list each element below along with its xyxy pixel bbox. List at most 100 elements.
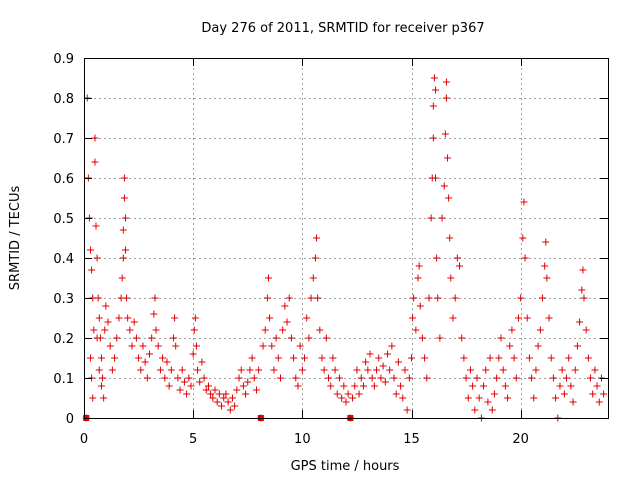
data-point bbox=[534, 342, 542, 350]
data-point bbox=[473, 374, 481, 382]
data-point bbox=[252, 386, 260, 394]
data-point bbox=[508, 326, 516, 334]
data-point bbox=[215, 390, 223, 398]
data-point bbox=[409, 314, 417, 322]
data-point bbox=[311, 254, 319, 262]
data-point bbox=[512, 374, 520, 382]
data-point bbox=[263, 294, 271, 302]
data-point bbox=[471, 406, 479, 414]
data-point bbox=[490, 390, 498, 398]
y-axis-label: SRMTID / TECUs bbox=[8, 186, 23, 291]
data-point bbox=[460, 354, 468, 362]
data-point bbox=[93, 254, 101, 262]
data-point bbox=[430, 74, 438, 82]
data-point bbox=[351, 382, 359, 390]
data-point bbox=[383, 350, 391, 358]
data-point bbox=[549, 374, 557, 382]
data-point bbox=[287, 334, 295, 342]
data-point bbox=[565, 354, 573, 362]
data-point bbox=[94, 294, 102, 302]
data-point bbox=[416, 302, 424, 310]
data-point bbox=[113, 334, 121, 342]
data-point bbox=[578, 286, 586, 294]
grid-lines bbox=[84, 58, 608, 418]
data-point bbox=[442, 78, 450, 86]
data-point bbox=[521, 254, 529, 262]
data-point bbox=[484, 398, 492, 406]
data-point bbox=[121, 246, 129, 254]
data-point bbox=[303, 314, 311, 322]
data-point bbox=[525, 354, 533, 362]
data-point bbox=[119, 254, 127, 262]
data-point bbox=[154, 342, 162, 350]
data-point bbox=[421, 354, 429, 362]
data-point bbox=[493, 374, 501, 382]
data-point bbox=[121, 214, 129, 222]
data-point bbox=[582, 326, 590, 334]
data-point bbox=[187, 382, 195, 390]
data-point bbox=[148, 334, 156, 342]
data-point bbox=[126, 326, 134, 334]
data-point bbox=[196, 378, 204, 386]
data-point bbox=[88, 266, 96, 274]
data-point bbox=[584, 354, 592, 362]
data-point bbox=[446, 234, 454, 242]
data-point bbox=[488, 406, 496, 414]
data-point bbox=[313, 234, 321, 242]
data-point bbox=[228, 394, 236, 402]
data-point bbox=[338, 394, 346, 402]
data-point bbox=[388, 342, 396, 350]
data-point bbox=[469, 382, 477, 390]
data-point bbox=[101, 326, 109, 334]
data-point bbox=[285, 294, 293, 302]
data-point bbox=[449, 314, 457, 322]
data-point bbox=[501, 382, 509, 390]
data-point bbox=[194, 366, 202, 374]
data-point bbox=[379, 362, 387, 370]
data-point bbox=[410, 294, 418, 302]
data-point bbox=[244, 378, 252, 386]
data-point bbox=[499, 366, 507, 374]
data-point bbox=[226, 406, 234, 414]
data-point bbox=[130, 318, 138, 326]
data-point bbox=[87, 354, 95, 362]
data-point bbox=[305, 334, 313, 342]
data-point bbox=[433, 254, 441, 262]
data-point bbox=[277, 374, 284, 382]
data-point bbox=[316, 326, 324, 334]
data-point bbox=[510, 354, 518, 362]
data-point bbox=[480, 382, 488, 390]
data-point bbox=[429, 102, 437, 110]
data-point bbox=[405, 374, 413, 382]
data-point bbox=[292, 374, 300, 382]
x-tick-label: 10 bbox=[294, 432, 311, 447]
data-point bbox=[151, 294, 159, 302]
data-point bbox=[520, 198, 528, 206]
data-point bbox=[235, 374, 243, 382]
data-point bbox=[333, 390, 341, 398]
data-point bbox=[451, 294, 459, 302]
data-point bbox=[124, 314, 132, 322]
data-point bbox=[528, 374, 536, 382]
data-point bbox=[118, 274, 126, 282]
data-point bbox=[438, 214, 446, 222]
data-point bbox=[111, 354, 119, 362]
data-point bbox=[327, 382, 335, 390]
axis-ticks bbox=[84, 58, 608, 419]
data-point bbox=[93, 334, 101, 342]
data-point bbox=[89, 394, 97, 402]
y-tick-label: 0.7 bbox=[53, 132, 74, 147]
data-point bbox=[320, 366, 328, 374]
data-point bbox=[340, 382, 348, 390]
x-tick-label: 20 bbox=[512, 432, 529, 447]
data-point bbox=[357, 374, 365, 382]
data-point bbox=[497, 334, 505, 342]
data-point bbox=[394, 358, 402, 366]
data-point bbox=[259, 342, 267, 350]
data-point bbox=[301, 354, 309, 362]
data-point bbox=[218, 402, 226, 410]
data-point bbox=[283, 318, 291, 326]
data-point bbox=[523, 314, 531, 322]
data-point bbox=[95, 366, 103, 374]
